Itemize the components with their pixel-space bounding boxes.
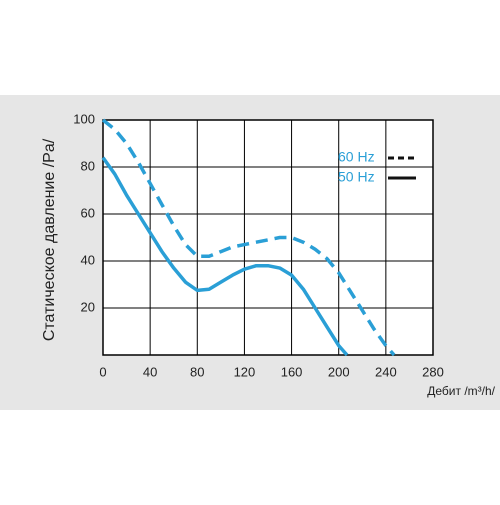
y-tick-label: 20: [81, 299, 95, 314]
y-axis-label: Статическое давление /Pa/: [41, 138, 58, 341]
x-tick-label: 160: [281, 364, 303, 379]
line-0: [101, 118, 396, 357]
y-tick-label: 60: [81, 205, 95, 220]
line-1: [101, 156, 349, 357]
x-tick-label: 240: [375, 364, 397, 379]
x-tick-label: 0: [99, 364, 106, 379]
y-tick-label: 100: [73, 111, 95, 126]
x-axis-label: Дебит /m³/h/: [427, 384, 495, 398]
plot-area: [102, 119, 434, 356]
x-tick-label: 280: [422, 364, 444, 379]
x-tick-label: 80: [190, 364, 204, 379]
x-tick-label: 200: [328, 364, 350, 379]
x-tick-label: 40: [143, 364, 157, 379]
legend-label: 60 Hz: [338, 149, 375, 165]
legend-label: 50 Hz: [338, 169, 375, 185]
y-tick-label: 80: [81, 158, 95, 173]
x-tick-label: 120: [234, 364, 256, 379]
y-tick-label: 40: [81, 252, 95, 267]
